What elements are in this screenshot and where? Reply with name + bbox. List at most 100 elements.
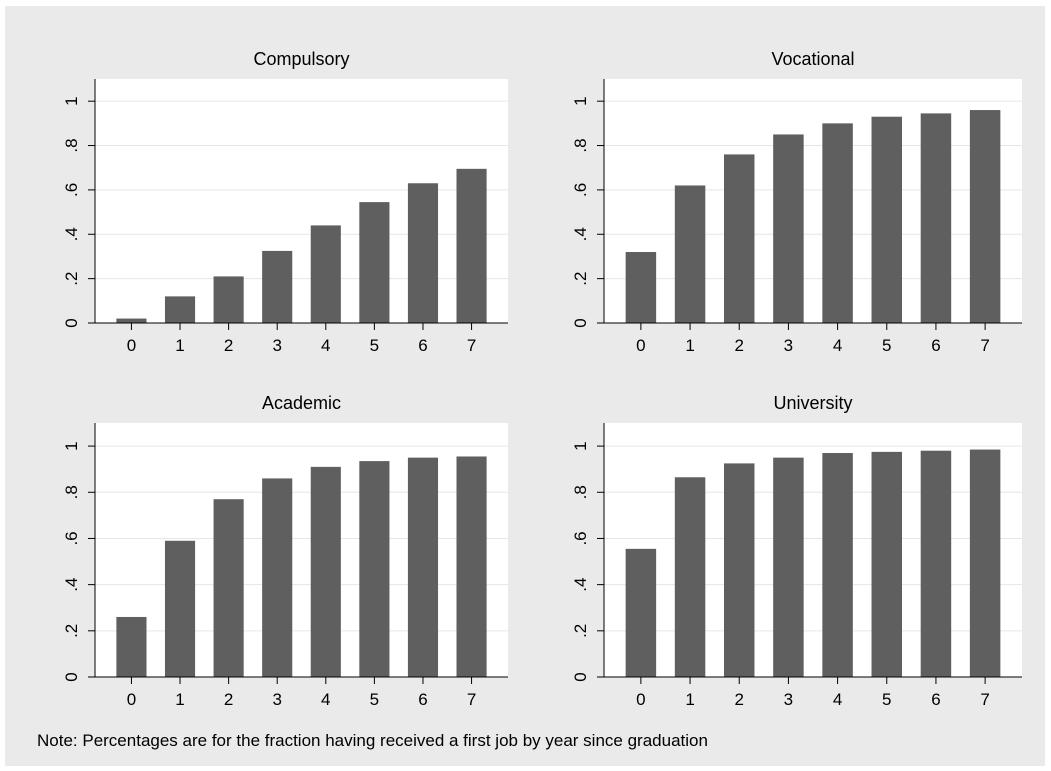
y-tick-label: 0 <box>571 318 590 327</box>
bar <box>164 540 196 677</box>
x-tick-label: 7 <box>467 690 476 709</box>
y-tick-label: .2 <box>62 272 81 286</box>
bar <box>164 296 196 323</box>
x-tick-label: 4 <box>321 690 330 709</box>
y-tick-label: .8 <box>62 138 81 152</box>
bar <box>969 110 1001 324</box>
bar <box>723 463 755 677</box>
bar <box>407 457 439 677</box>
panel-title: Vocational <box>771 49 854 69</box>
chart-panel-academic: 0 .2 .4 .6 .8 1 0 1 2 3 4 5 6 7 Academic <box>62 393 508 709</box>
x-tick-label: 4 <box>321 336 330 355</box>
x-tick-label: 1 <box>175 690 184 709</box>
chart-panel-vocational: 0 .2 .4 .6 .8 1 0 1 2 3 4 5 6 7 Vocational <box>571 49 1022 355</box>
x-tick-label: 2 <box>735 336 744 355</box>
x-tick-label: 2 <box>735 690 744 709</box>
x-tick-label: 3 <box>272 690 281 709</box>
bar <box>920 113 952 323</box>
bar <box>674 477 706 677</box>
panel-title: Compulsory <box>253 49 349 69</box>
y-tick-label: .4 <box>62 578 81 592</box>
y-tick-label: .4 <box>62 227 81 241</box>
panel-title: Academic <box>262 393 341 413</box>
bar <box>723 154 755 323</box>
x-tick-label: 5 <box>370 336 379 355</box>
x-tick-label: 6 <box>931 336 940 355</box>
bar <box>920 450 952 677</box>
plot-area <box>95 79 508 323</box>
y-tick-label: 1 <box>571 96 590 105</box>
y-tick-label: .8 <box>571 138 590 152</box>
bar <box>262 250 293 323</box>
bar <box>116 616 147 677</box>
y-tick-label: 0 <box>62 672 81 681</box>
bar <box>262 478 293 677</box>
chart-panel-compulsory: 0 .2 .4 .6 .8 1 0 1 2 3 4 5 6 7 Compulsory <box>62 49 508 355</box>
y-tick-label: .4 <box>571 227 590 241</box>
bar <box>773 134 804 323</box>
bar <box>116 318 147 323</box>
y-tick-label: .6 <box>62 183 81 197</box>
bar <box>407 183 439 323</box>
x-tick-label: 3 <box>784 336 793 355</box>
y-tick-label: .6 <box>571 531 590 545</box>
bar <box>359 202 390 323</box>
bar <box>310 225 341 323</box>
y-tick-label: 1 <box>62 96 81 105</box>
y-tick-label: .8 <box>62 485 81 499</box>
y-tick-label: .2 <box>62 624 81 638</box>
x-tick-label: 0 <box>127 690 136 709</box>
y-tick-label: .2 <box>571 624 590 638</box>
x-tick-label: 1 <box>685 690 694 709</box>
x-tick-label: 7 <box>980 690 989 709</box>
x-tick-label: 3 <box>272 336 281 355</box>
x-tick-label: 6 <box>418 336 427 355</box>
plot-area <box>95 423 508 677</box>
x-tick-label: 7 <box>980 336 989 355</box>
bar <box>310 466 341 677</box>
x-tick-label: 0 <box>636 336 645 355</box>
chart-panel-university: 0 .2 .4 .6 .8 1 0 1 2 3 4 5 6 7 University <box>571 393 1022 709</box>
bar <box>456 168 487 323</box>
x-tick-label: 1 <box>175 336 184 355</box>
x-tick-label: 4 <box>833 336 842 355</box>
x-tick-label: 7 <box>467 336 476 355</box>
y-tick-label: .2 <box>571 272 590 286</box>
bar <box>213 499 244 677</box>
bar <box>871 116 903 323</box>
plot-area <box>604 79 1022 323</box>
bar <box>822 123 853 323</box>
bar <box>871 451 903 677</box>
plot-area <box>604 423 1022 677</box>
y-tick-label: 0 <box>62 318 81 327</box>
x-tick-label: 0 <box>636 690 645 709</box>
y-tick-label: .8 <box>571 485 590 499</box>
x-tick-label: 6 <box>418 690 427 709</box>
y-tick-label: 1 <box>62 441 81 450</box>
bar <box>456 456 487 677</box>
bar <box>625 548 657 677</box>
x-tick-label: 0 <box>127 336 136 355</box>
x-tick-label: 3 <box>784 690 793 709</box>
bar <box>822 453 853 677</box>
x-tick-label: 2 <box>224 690 233 709</box>
bar <box>625 252 657 323</box>
bar <box>359 461 390 677</box>
x-tick-label: 1 <box>685 336 694 355</box>
x-tick-label: 5 <box>882 690 891 709</box>
bar <box>773 457 804 677</box>
x-tick-label: 4 <box>833 690 842 709</box>
y-tick-label: .6 <box>571 183 590 197</box>
panel-title: University <box>773 393 852 413</box>
bar <box>969 449 1001 677</box>
x-tick-label: 5 <box>370 690 379 709</box>
y-tick-label: 0 <box>571 672 590 681</box>
bar <box>213 276 244 323</box>
x-tick-label: 5 <box>882 336 891 355</box>
y-tick-label: .4 <box>571 578 590 592</box>
x-tick-label: 2 <box>224 336 233 355</box>
x-tick-label: 6 <box>931 690 940 709</box>
y-tick-label: 1 <box>571 441 590 450</box>
